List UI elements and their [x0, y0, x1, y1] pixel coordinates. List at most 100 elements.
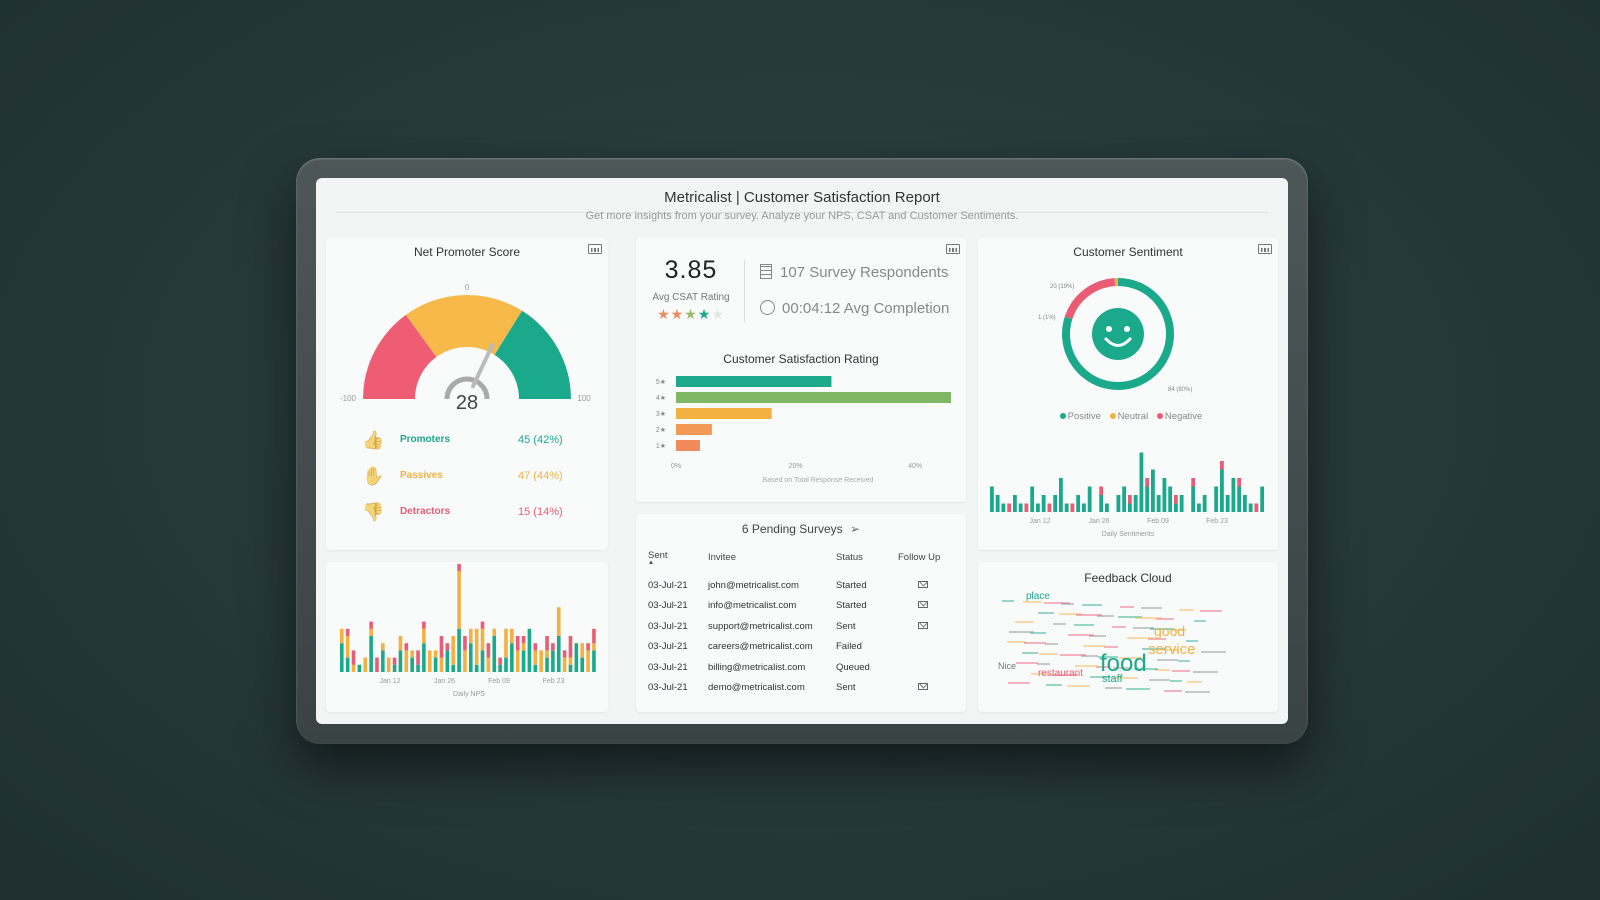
- cloud-texture: [1105, 687, 1122, 689]
- cloud-texture: [1074, 624, 1094, 626]
- envelope-icon[interactable]: [918, 683, 928, 691]
- cloud-texture: [1163, 649, 1178, 651]
- daily-bar: [533, 664, 538, 672]
- follow-up-cell: [896, 637, 958, 658]
- legend-negative: Negative: [1164, 411, 1203, 422]
- daily-bar: [574, 643, 579, 672]
- daily-sentiment-chart: Jan 12 Jan 26 Feb 09 Feb 23 Daily Sentiments: [990, 452, 1265, 538]
- daily-bar: [1013, 495, 1017, 512]
- daily-bar: [1214, 486, 1219, 512]
- daily-bar: [1076, 495, 1081, 512]
- cloud-texture: [1133, 627, 1154, 629]
- cloud-word[interactable]: service: [1148, 641, 1196, 658]
- cloud-texture: [1126, 688, 1150, 690]
- cloud-word[interactable]: good: [1154, 623, 1186, 639]
- status-cell: Sent: [836, 682, 856, 694]
- column-header-sent[interactable]: Sent ▲: [648, 550, 668, 566]
- nps-card: Net Promoter Score 0 -100 100 28 👍 Promot…: [326, 238, 608, 550]
- daily-bar: [515, 650, 520, 672]
- cloud-texture: [1193, 671, 1218, 673]
- nps-row-passives: ✋ Passives 47 (44%): [326, 467, 608, 487]
- daily-bar: [1220, 461, 1224, 470]
- daily-bar: [457, 571, 461, 629]
- table-row[interactable]: 03-Jul-21 support@metricalist.com Sent: [646, 616, 958, 637]
- daily-bar: [416, 650, 420, 665]
- chart-settings-icon[interactable]: [946, 244, 960, 254]
- pending-surveys-table: Sent ▲ Invitee Status Follow Up 03-Jul-21…: [646, 548, 958, 698]
- daily-bar: [533, 650, 538, 665]
- daily-bar: [1145, 486, 1150, 512]
- daily-bar: [480, 621, 485, 629]
- header-divider: [336, 212, 1268, 213]
- cloud-texture: [1090, 676, 1110, 678]
- cloud-texture: [1046, 684, 1062, 686]
- nps-row-value: 47 (44%): [518, 470, 563, 482]
- cloud-texture: [1120, 606, 1134, 608]
- daily-bar: [498, 664, 502, 672]
- table-row[interactable]: 03-Jul-21 careers@metricalist.com Failed: [646, 637, 958, 658]
- sent-cell: 03-Jul-21: [648, 661, 688, 673]
- daily-bar: [492, 628, 497, 636]
- cloud-word[interactable]: restaurant: [1038, 668, 1084, 679]
- cloud-texture: [1150, 628, 1174, 630]
- column-header-status[interactable]: Status: [836, 552, 863, 563]
- column-header-invitee[interactable]: Invitee: [708, 552, 736, 563]
- table-row[interactable]: 03-Jul-21 billing@metricalist.com Queued: [646, 657, 958, 678]
- envelope-icon[interactable]: [918, 621, 928, 629]
- cloud-texture: [1002, 600, 1014, 602]
- sent-cell: 03-Jul-21: [648, 620, 688, 632]
- table-row[interactable]: 03-Jul-21 john@metricalist.com Started: [646, 575, 958, 596]
- daily-bar: [1162, 478, 1167, 512]
- csat-bar: [676, 408, 772, 419]
- daily-bar: [392, 657, 397, 665]
- cloud-texture: [1194, 620, 1206, 622]
- cloud-word[interactable]: place: [1026, 591, 1050, 602]
- daily-bar: [562, 650, 567, 658]
- daily-bar: [1231, 478, 1236, 512]
- daily-bar: [1128, 495, 1132, 504]
- sentiment-donut: 20 (19%) 1 (1%) 84 (80%): [1038, 278, 1192, 393]
- invitee-cell: demo@metricalist.com: [708, 682, 805, 694]
- cloud-texture: [1076, 614, 1102, 616]
- daily-bar: [480, 628, 485, 651]
- cloud-texture: [1170, 680, 1182, 682]
- cloud-word[interactable]: staff: [1102, 673, 1123, 685]
- daily-bar: [469, 643, 473, 672]
- x-tick-label: Jan 26: [434, 678, 455, 685]
- daily-bar: [498, 657, 502, 665]
- daily-bar: [451, 664, 456, 672]
- cloud-texture: [1172, 670, 1190, 672]
- daily-bar: [1099, 486, 1104, 495]
- csat-bar: [676, 424, 712, 435]
- daily-bar: [1220, 469, 1224, 512]
- daily-bar: [580, 657, 585, 672]
- table-row[interactable]: 03-Jul-21 info@metricalist.com Started: [646, 596, 958, 617]
- follow-up-cell: [896, 616, 958, 637]
- column-header-follow-up[interactable]: Follow Up: [898, 552, 941, 563]
- cloud-texture: [1083, 645, 1106, 647]
- daily-bar: [369, 636, 373, 672]
- chart-settings-icon[interactable]: [588, 244, 602, 254]
- daily-bar: [1179, 495, 1184, 512]
- status-cell: Started: [836, 579, 867, 591]
- daily-bar: [486, 657, 491, 672]
- daily-bar: [1105, 503, 1109, 512]
- daily-bar: [1174, 503, 1178, 512]
- daily-bar: [995, 495, 1000, 512]
- cloud-texture: [1186, 640, 1198, 642]
- envelope-icon[interactable]: [918, 580, 928, 588]
- chart-settings-icon[interactable]: [1258, 244, 1272, 254]
- csat-rating-chart: 5★ 4★ 3★ 2★ 1★ 0% 20% 40% Based on Total Respons…: [656, 376, 951, 484]
- cloud-texture: [1097, 615, 1114, 617]
- daily-bar: [404, 650, 409, 672]
- cloud-texture: [1185, 691, 1210, 693]
- daily-bar: [398, 636, 403, 651]
- cloud-word[interactable]: Nice: [998, 661, 1017, 671]
- envelope-icon[interactable]: [918, 601, 928, 609]
- sent-cell: 03-Jul-21: [648, 641, 688, 653]
- daily-bar: [422, 621, 426, 629]
- cloud-word[interactable]: food: [1100, 650, 1147, 677]
- table-row[interactable]: 03-Jul-21 demo@metricalist.com Sent: [646, 678, 958, 699]
- report-title: Metricalist | Customer Satisfaction Repo…: [664, 189, 940, 206]
- cloud-texture: [1148, 638, 1166, 640]
